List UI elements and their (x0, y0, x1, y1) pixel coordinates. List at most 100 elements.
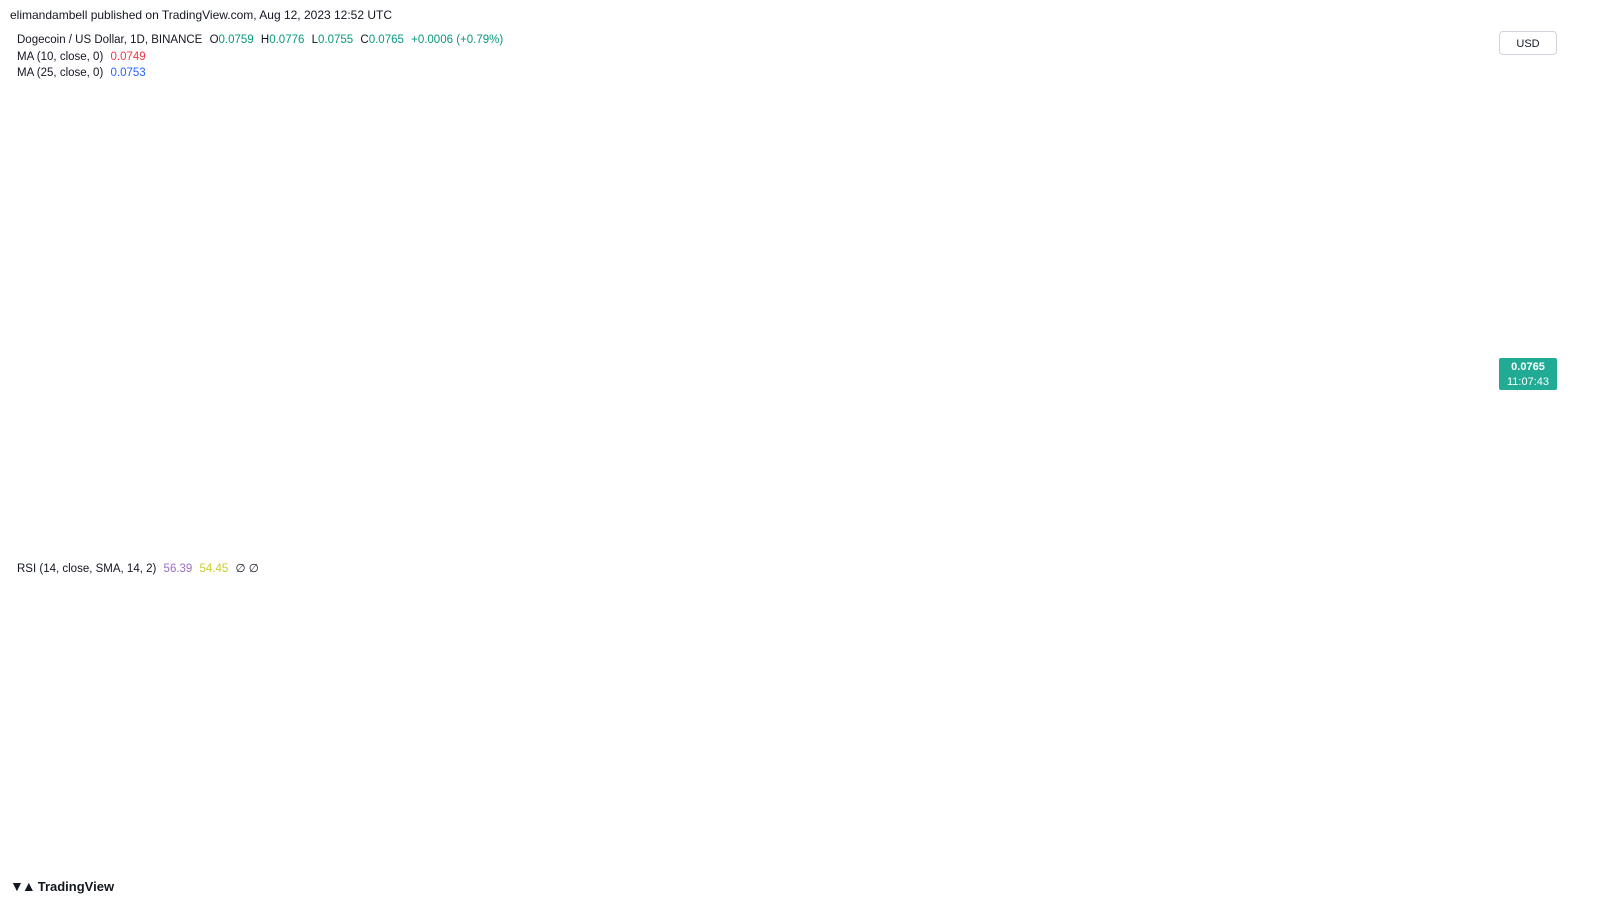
candle-body (814, 498, 820, 501)
candle-body (465, 318, 470, 324)
candle (1151, 354, 1157, 374)
candle (861, 436, 866, 468)
candle-body (636, 404, 642, 412)
price-tick-label: 0.0800 (1503, 309, 1537, 321)
candle-body (458, 305, 464, 319)
candle (1085, 287, 1091, 353)
candle-body (1065, 293, 1071, 337)
candle (722, 416, 728, 463)
candle (511, 323, 516, 355)
candle-body (82, 365, 87, 381)
candle (841, 421, 846, 463)
candle (663, 373, 668, 396)
symbol-name[interactable]: Dogecoin / US Dollar, 1D, BINANCE (17, 34, 203, 46)
candle (267, 200, 272, 299)
candle-body (346, 205, 351, 208)
candle (273, 251, 279, 299)
candle (1138, 359, 1143, 398)
candle (755, 488, 761, 514)
candle-body (333, 221, 338, 237)
ma10-legend[interactable]: MA (10, close, 0) 0.0749 (17, 51, 150, 63)
candle-body (22, 367, 28, 374)
candle-body (280, 257, 285, 275)
candle (927, 416, 932, 443)
candle-body (689, 380, 695, 386)
candle-body (484, 313, 490, 324)
candle-body (841, 436, 846, 450)
candle (280, 251, 285, 304)
candle-body (880, 457, 886, 491)
candle-body (352, 205, 358, 217)
lightning-icon[interactable] (1388, 530, 1408, 550)
candle (623, 375, 629, 415)
candle (643, 380, 648, 417)
candle-body (729, 421, 734, 458)
last-price-value: 0.0765 (1511, 361, 1545, 373)
price-tick-label: 0.0600 (1503, 514, 1537, 526)
candle (1092, 303, 1097, 340)
candle (293, 267, 299, 302)
candle-body (399, 295, 404, 335)
candle (1078, 315, 1084, 353)
candle (29, 354, 35, 376)
candle-body (649, 380, 655, 388)
rsi-legend[interactable]: RSI (14, close, SMA, 14, 2) 56.39 54.45 … (17, 561, 263, 575)
candle (36, 365, 41, 386)
candle-body (405, 315, 411, 335)
candle-body (755, 503, 761, 505)
candle (240, 58, 246, 324)
candle-body (511, 329, 516, 347)
candle (1012, 404, 1018, 448)
candle-body (960, 452, 965, 460)
candle (696, 375, 701, 391)
candle-body (999, 397, 1005, 429)
candle (795, 483, 800, 507)
candle (451, 301, 457, 319)
candle (979, 452, 985, 473)
candle (874, 449, 879, 479)
candle (16, 334, 21, 386)
ohlc-open-label: O (209, 34, 219, 46)
candle-body (36, 370, 41, 383)
candle-body (42, 382, 48, 407)
candle (524, 354, 530, 412)
candle (603, 370, 609, 386)
candle-body (656, 377, 662, 381)
candle-body (1045, 375, 1051, 398)
candle-body (75, 380, 81, 412)
candle-body (491, 313, 497, 330)
candle (286, 267, 292, 304)
ma25-value: 0.0753 (110, 67, 146, 79)
candle-body (1052, 339, 1058, 376)
candle (484, 308, 490, 335)
candle (504, 298, 510, 340)
candle-body (359, 198, 365, 217)
candle-body (16, 342, 21, 374)
candle (333, 195, 338, 242)
ma10-value: 0.0749 (110, 51, 146, 63)
candle-body (29, 367, 35, 371)
candle-body (788, 493, 794, 507)
candle-body (148, 339, 153, 371)
candle (933, 411, 939, 453)
candle-body (682, 385, 688, 401)
candle-body (1125, 349, 1130, 378)
candle (115, 334, 120, 386)
us-flag-events-icon[interactable] (1414, 530, 1442, 550)
tradingview-logo[interactable]: ▼▲ TradingView (10, 878, 114, 894)
candle-body (993, 404, 998, 429)
candle-body (445, 313, 450, 324)
candle (610, 367, 615, 391)
rsi-sma-line (7, 634, 1230, 774)
price-tick-label: 0.1000 (1503, 103, 1537, 115)
candle (22, 354, 28, 381)
ma25-legend[interactable]: MA (25, close, 0) 0.0753 (17, 67, 150, 79)
candle (993, 387, 998, 437)
candle (940, 434, 945, 468)
rsi-sma-value: 54.45 (199, 563, 229, 575)
candle (227, 282, 233, 324)
candle-body (762, 500, 767, 504)
candle-body (1092, 308, 1097, 333)
currency-button[interactable]: USD (1499, 31, 1557, 55)
